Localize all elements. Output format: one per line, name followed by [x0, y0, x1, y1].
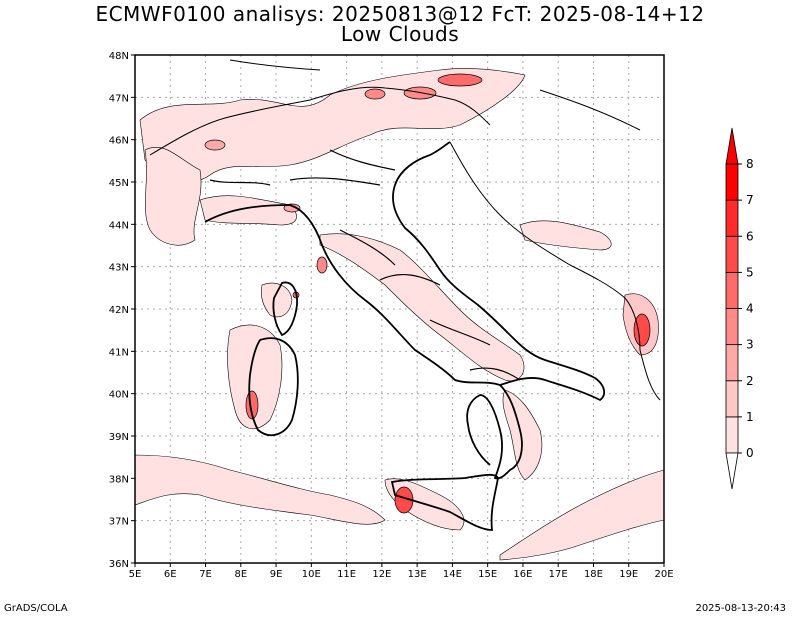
colorbar-label: 0	[746, 446, 754, 460]
lon-tick-label: 17E	[549, 569, 568, 580]
colorbar-segment	[726, 272, 738, 308]
colorbar: 0 1 2 3 4 5 6 7 8	[726, 128, 754, 489]
lat-tick-label: 38N	[109, 474, 129, 485]
colorbar-label: 7	[746, 193, 754, 207]
lon-tick-label: 14E	[443, 569, 462, 580]
lon-tick-label: 9E	[270, 569, 283, 580]
lon-tick-label: 10E	[302, 569, 321, 580]
footer-right: 2025-08-13-20:43	[695, 603, 786, 614]
lon-tick-label: 18E	[584, 569, 603, 580]
lon-tick-label: 16E	[513, 569, 532, 580]
colorbar-label: 3	[746, 338, 754, 352]
colorbar-segment	[726, 381, 738, 417]
lat-tick-label: 46N	[109, 136, 129, 147]
colorbar-segment	[726, 417, 738, 453]
lat-tick-label: 39N	[109, 432, 129, 443]
lon-tick-label: 12E	[372, 569, 391, 580]
colorbar-segment	[726, 236, 738, 272]
lat-tick-label: 37N	[109, 517, 129, 528]
cloud-core-tuscany	[317, 257, 327, 273]
lat-tick-label: 43N	[109, 263, 129, 274]
colorbar-label: 8	[746, 157, 754, 171]
lat-tick-label: 44N	[109, 220, 129, 231]
lon-tick-label: 8E	[234, 569, 247, 580]
colorbar-segment	[726, 164, 738, 200]
lat-tick-label: 48N	[109, 51, 129, 62]
lat-tick-label: 47N	[109, 93, 129, 104]
lat-tick-label: 45N	[109, 178, 129, 189]
colorbar-label: 5	[746, 265, 754, 279]
lon-tick-label: 15E	[478, 569, 497, 580]
lon-tick-label: 5E	[129, 569, 142, 580]
cloud-core-alps-central	[365, 89, 385, 99]
colorbar-label: 6	[746, 229, 754, 243]
lat-tick-label: 41N	[109, 347, 129, 358]
colorbar-segment	[726, 345, 738, 381]
cloud-core-tyrol	[438, 74, 482, 86]
lon-tick-label: 11E	[337, 569, 356, 580]
lon-tick-label: 6E	[164, 569, 177, 580]
colorbar-label: 4	[746, 302, 754, 316]
lon-tick-label: 7E	[199, 569, 212, 580]
lat-tick-label: 36N	[109, 559, 129, 570]
footer-left: GrADS/COLA	[4, 603, 68, 614]
colorbar-label: 2	[746, 374, 754, 388]
colorbar-label: 1	[746, 410, 754, 424]
lat-tick-label: 40N	[109, 390, 129, 401]
lat-tick-label: 42N	[109, 305, 129, 316]
cloud-core-albania	[634, 314, 650, 346]
lon-tick-label: 20E	[654, 569, 673, 580]
colorbar-segment	[726, 309, 738, 345]
colorbar-segment	[726, 200, 738, 236]
lon-tick-label: 19E	[619, 569, 638, 580]
colorbar-arrow-bottom	[726, 453, 738, 489]
lon-tick-label: 13E	[408, 569, 427, 580]
colorbar-arrow-top	[726, 128, 738, 164]
cloud-core-aosta	[205, 140, 225, 150]
